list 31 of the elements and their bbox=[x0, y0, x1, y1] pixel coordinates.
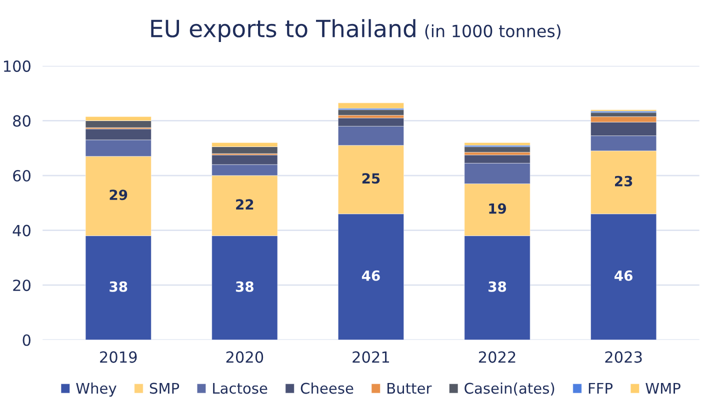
data-label: 38 bbox=[488, 281, 506, 292]
data-label: 38 bbox=[236, 281, 254, 292]
data-label: 19 bbox=[489, 203, 506, 214]
data-label: 25 bbox=[362, 173, 380, 184]
legend-label: WMP bbox=[646, 382, 680, 394]
y-tick-label: 100 bbox=[4, 60, 30, 72]
data-label: 38 bbox=[110, 281, 128, 292]
data-label: 46 bbox=[614, 270, 632, 281]
legend-label: Casein(ates) bbox=[464, 382, 554, 396]
x-tick-label: 2023 bbox=[605, 351, 642, 363]
legend-label: Cheese bbox=[300, 382, 354, 394]
legend-label: SMP bbox=[150, 382, 180, 394]
legend-label: Whey bbox=[76, 382, 116, 397]
y-tick-label: 20 bbox=[13, 280, 30, 292]
x-tick-label: 2021 bbox=[352, 351, 390, 363]
y-tick-label: 80 bbox=[13, 115, 30, 127]
x-tick-label: 2020 bbox=[226, 351, 264, 363]
chart-title: EU exports to Thailand bbox=[151, 19, 416, 42]
legend-label: Lactose bbox=[213, 382, 268, 394]
data-label: 29 bbox=[110, 190, 128, 200]
y-tick-label: 0 bbox=[22, 334, 30, 346]
data-label: 46 bbox=[362, 270, 380, 281]
legend-label: FFP bbox=[588, 382, 613, 394]
data-label: 22 bbox=[236, 199, 254, 210]
y-tick-label: 40 bbox=[12, 224, 30, 236]
data-label: 23 bbox=[615, 176, 632, 186]
legend-label: Butter bbox=[388, 382, 432, 394]
x-tick-label: 2019 bbox=[100, 351, 137, 363]
chart-subtitle: (in 1000 tonnes) bbox=[425, 24, 560, 40]
x-tick-label: 2022 bbox=[478, 351, 516, 363]
y-tick-label: 60 bbox=[13, 170, 30, 182]
